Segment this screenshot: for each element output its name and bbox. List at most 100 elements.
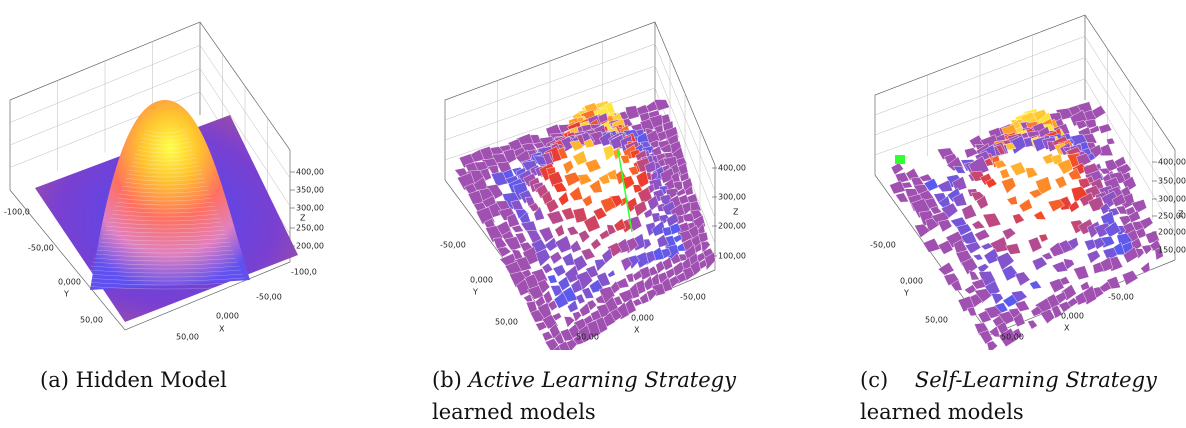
surface-patch <box>1005 243 1021 255</box>
surface-patch <box>620 154 631 164</box>
surface-patch <box>656 234 669 248</box>
surface-patch <box>625 272 635 283</box>
surface-patch <box>535 321 548 332</box>
surface-patch <box>976 195 989 210</box>
surface-patch <box>956 223 973 236</box>
surface-patch <box>514 208 530 220</box>
surface-patch <box>646 288 658 302</box>
surface-contour <box>82 285 248 290</box>
x-tick-label: -50,00 <box>1108 293 1134 302</box>
surface-patch <box>1051 304 1063 319</box>
surface-patch <box>953 239 968 257</box>
z-tick-label: 350,00 <box>1158 177 1186 186</box>
surface-patch <box>972 253 984 261</box>
panel-plot: -50,00 0,000 50,00 Y 50,00 0,000 -50,00 X 400,00… <box>870 14 1186 350</box>
surface-patch <box>1012 213 1025 225</box>
surface-patch <box>672 234 683 243</box>
surface-contour <box>122 185 208 190</box>
y-tick-label: 0,000 <box>900 277 923 286</box>
y-tick-label: 50,00 <box>80 316 103 325</box>
surface-patch <box>1068 200 1080 213</box>
surface-patch <box>633 200 648 217</box>
surface-contour <box>108 221 222 226</box>
surface-patch <box>567 299 579 313</box>
surface-patch <box>562 159 574 175</box>
x-tick-label: -50,00 <box>256 293 282 302</box>
surface-patch <box>952 192 968 207</box>
surface-contour <box>132 161 198 166</box>
surface-contour <box>84 281 246 286</box>
surface-patch <box>1031 256 1048 271</box>
surface-patch <box>1039 308 1056 324</box>
surface-patch <box>632 298 643 307</box>
surface-patch <box>894 172 910 184</box>
surface-patch <box>914 223 931 238</box>
surface-contour <box>140 141 190 146</box>
grid-line <box>654 65 716 218</box>
surface-patch <box>986 340 998 350</box>
surface-contour <box>101 237 229 242</box>
panel-plot: -100,0 -50,00 0,000 50,00 Y 50,00 0,000 -50,00 -… <box>4 21 324 342</box>
caption-a: (a) Hidden Model <box>40 364 227 396</box>
x-tick-label: 0,000 <box>1061 312 1084 321</box>
grid-line <box>874 57 1086 136</box>
surface-patch <box>966 306 977 317</box>
grid-line <box>1084 78 1176 233</box>
surface-patch <box>1009 161 1027 176</box>
surface-patch <box>579 302 591 317</box>
surface-patch <box>538 226 554 243</box>
surface-patch <box>964 241 982 254</box>
z-tick-label: 250,00 <box>1158 212 1186 221</box>
surface-contour <box>103 233 227 238</box>
surface-patch <box>998 327 1018 347</box>
surface-contour <box>135 153 195 158</box>
surface-patch <box>562 252 576 267</box>
surface-patch <box>561 207 576 221</box>
surface-patch <box>1027 319 1038 330</box>
surface-patch <box>937 261 955 276</box>
surface-patch <box>999 168 1011 180</box>
surface-patch <box>1068 167 1082 181</box>
y-axis-label: Y <box>63 290 69 299</box>
surface-patch <box>1028 188 1043 199</box>
surface-patch <box>554 224 565 238</box>
surface-patch <box>613 218 627 232</box>
surface-patch <box>1033 210 1047 220</box>
surface-patch <box>558 191 570 206</box>
z-tick-label: 150,00 <box>1158 246 1186 255</box>
grid-line <box>444 65 656 141</box>
surface-patch <box>993 159 1008 169</box>
z-tick-label: 300,00 <box>296 204 324 213</box>
surface-patch <box>1001 227 1017 241</box>
z-tick-label: 400,00 <box>1158 158 1186 167</box>
surface-patch <box>890 162 904 175</box>
y-tick-label: -100,0 <box>4 208 30 217</box>
surface-patch <box>1105 137 1116 145</box>
surface-patch <box>632 270 643 282</box>
surface-patch <box>662 226 673 237</box>
surface-contour <box>96 249 234 254</box>
surface-patch <box>581 194 593 207</box>
surface-contour <box>130 165 200 170</box>
surface-contour <box>111 213 219 218</box>
surface-patch <box>606 224 617 236</box>
x-tick-label: 50,00 <box>576 333 599 342</box>
surface-patch <box>492 237 508 251</box>
box-edge <box>9 189 291 331</box>
surface-patch <box>541 262 554 274</box>
surface-patch <box>655 260 666 275</box>
surface-patch <box>895 192 909 203</box>
surface-patch <box>534 295 546 309</box>
surface-patch <box>511 224 524 233</box>
surface-patch <box>589 179 603 194</box>
surface-patch <box>612 147 622 161</box>
surface-patch <box>700 240 711 254</box>
surface-contour <box>88 269 242 274</box>
surface-patch <box>1025 167 1039 179</box>
surface-contour <box>116 201 214 206</box>
surface-patch <box>996 252 1015 271</box>
surface-patch <box>599 229 610 241</box>
surface-patch <box>1131 199 1147 214</box>
surface-patch <box>1041 252 1054 260</box>
